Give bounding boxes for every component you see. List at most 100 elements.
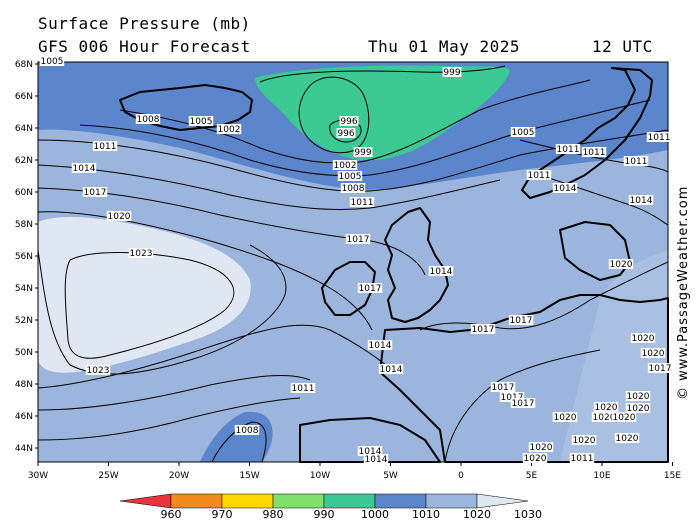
isobar-value: 1002 — [334, 161, 357, 171]
isobar-value: 1020 — [593, 413, 616, 423]
lat-tick-label: 62N — [15, 156, 33, 166]
isobar-value: 996 — [340, 117, 357, 127]
forecast-model-label: GFS 006 Hour Forecast — [38, 37, 251, 56]
isobar-label: 1020 — [571, 435, 597, 446]
band-1000-1010-south — [200, 411, 273, 462]
isobar-label: 1020 — [106, 211, 132, 222]
isobar-value: 1020 — [108, 212, 131, 222]
isobar-label: 999 — [442, 67, 462, 78]
legend-label: 1020 — [463, 508, 491, 521]
pressure-legend: 960 970 980 990 1000 1010 1020 1030 — [119, 493, 542, 521]
isobar-value: 1014 — [430, 267, 453, 277]
isobar-label: 1014 — [363, 454, 389, 465]
legend-swatch-970 — [170, 493, 223, 509]
isobar-value: 1014 — [359, 447, 382, 457]
isobar-label: 1008 — [340, 183, 366, 194]
legend-label: 980 — [263, 508, 284, 521]
isobar-label: 1017 — [470, 324, 496, 335]
legend-swatch-960 — [119, 493, 172, 509]
isobar-value: 1020 — [524, 454, 547, 464]
isobar-label: 1020 — [640, 348, 666, 359]
isobar-label: 1017 — [490, 382, 516, 393]
isobar-value: 1005 — [512, 128, 535, 138]
isobar-label: 1002 — [332, 160, 358, 171]
isobar-value: 1017 — [472, 325, 495, 335]
isobar-value: 1017 — [649, 364, 672, 374]
lon-tick-label: 15W — [239, 471, 259, 481]
lat-tick-label: 50N — [15, 348, 33, 358]
isobar-label: 1005 — [337, 171, 363, 182]
isobar-value: 1008 — [236, 426, 259, 436]
band-990-1000 — [255, 65, 510, 161]
lat-tick-label: 60N — [15, 188, 33, 198]
isobar-value: 1014 — [630, 196, 653, 206]
lat-tick-label: 58N — [15, 220, 33, 230]
isobar-label: 1020 — [611, 412, 637, 423]
isobar-value: 996 — [337, 129, 354, 139]
isobar-value: 1020 — [627, 392, 650, 402]
isobar-label: 1020 — [630, 333, 656, 344]
isobar-label: 1011 — [555, 144, 581, 155]
lat-tick-label: 52N — [15, 316, 33, 326]
lon-tick-label: 15E — [664, 471, 681, 481]
isobar-value: 1011 — [94, 142, 117, 152]
isobar-value: 1017 — [512, 399, 535, 409]
lon-tick-label: 10E — [593, 471, 610, 481]
legend-swatch-1030 — [476, 493, 529, 509]
isobar-value: 1008 — [137, 115, 160, 125]
isobar-label: 996 — [336, 128, 356, 139]
isobar-value: 1020 — [642, 349, 665, 359]
isobar-value: 1020 — [613, 413, 636, 423]
lat-tick-label: 46N — [15, 412, 33, 422]
lat-tick-label: 44N — [15, 444, 33, 454]
lat-tick-label: 48N — [15, 380, 33, 390]
isobar-label: 1011 — [92, 141, 118, 152]
isobar-value: 1011 — [625, 157, 648, 167]
lon-tick-label: 25W — [98, 471, 118, 481]
isobar-label: 1017 — [82, 187, 108, 198]
isobar-label: 1017 — [647, 363, 673, 374]
isobar-label: 1017 — [510, 398, 536, 409]
isobar-value: 1011 — [528, 171, 551, 181]
isobar-label: 1017 — [508, 315, 534, 326]
isobar-value: 1005 — [190, 117, 213, 127]
site-watermark: © www.PassageWeather.com — [676, 185, 691, 400]
legend-swatch-1010 — [374, 493, 427, 509]
isobar-label: 1017 — [345, 234, 371, 245]
isobar-value: 1020 — [610, 260, 633, 270]
isobar-label: 1008 — [234, 425, 260, 436]
legend-swatch-1000 — [323, 493, 376, 509]
isobar-label: 1014 — [357, 446, 383, 457]
isobar-label: 1020 — [591, 412, 617, 423]
isobar-label: 1023 — [128, 248, 154, 259]
isobar-label: 999 — [353, 147, 373, 158]
isobar-value: 999 — [443, 68, 460, 78]
isobar-label: 1005 — [39, 56, 65, 67]
isobar-label: 1011 — [569, 453, 595, 464]
isobar-label: 1020 — [552, 412, 578, 423]
legend-label: 990 — [314, 508, 335, 521]
forecast-time: 12 UTC — [592, 37, 653, 56]
longitude-axis: 30W 25W 20W 15W 10W 5W 0 5E 10E 15E — [28, 462, 681, 481]
lat-tick-label: 68N — [15, 60, 33, 70]
forecast-date: Thu 01 May 2025 — [368, 37, 520, 56]
isobar-value: 1020 — [530, 443, 553, 453]
isobar-value: 1005 — [339, 172, 362, 182]
isobar-label: 1020 — [528, 442, 554, 453]
isobar-label: 1011 — [290, 383, 316, 394]
isobar-label: 1020 — [522, 453, 548, 464]
isobar-label: 1014 — [428, 266, 454, 277]
lat-tick-label: 64N — [15, 124, 33, 134]
isobar-value: 1011 — [292, 384, 315, 394]
isobar-value: 1020 — [573, 436, 596, 446]
isobar-label: 1020 — [593, 402, 619, 413]
isobar-value: 1008 — [342, 184, 365, 194]
isobar-value: 1014 — [369, 341, 392, 351]
map-border — [37, 61, 669, 463]
isobar-value: 1020 — [616, 434, 639, 444]
isobar-label: 1020 — [608, 259, 634, 270]
lon-tick-label: 10W — [310, 471, 330, 481]
lat-tick-label: 66N — [15, 92, 33, 102]
lat-tick-label: 54N — [15, 284, 33, 294]
